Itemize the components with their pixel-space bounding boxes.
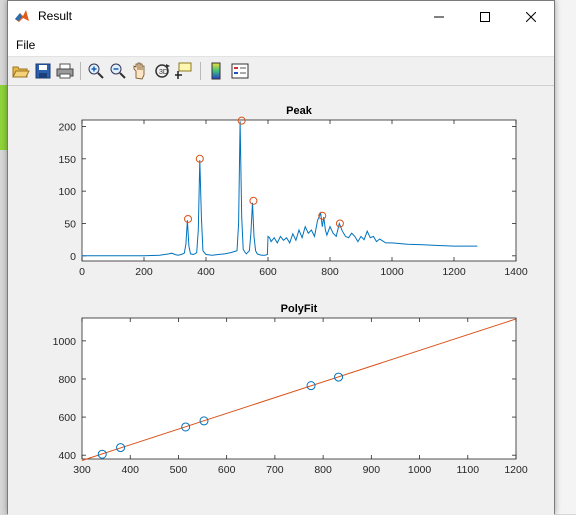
x-tick-label: 1100 <box>456 464 479 476</box>
peak-marker <box>184 214 193 223</box>
x-tick-label: 900 <box>363 464 381 476</box>
maximize-button[interactable] <box>462 1 508 32</box>
window-title: Result <box>38 9 73 23</box>
data-cursor-icon[interactable] <box>175 62 193 80</box>
x-tick-label: 1000 <box>408 464 432 476</box>
svg-text:3D: 3D <box>159 69 168 76</box>
y-tick-label: 50 <box>64 218 76 230</box>
chart-title: PolyFit <box>281 303 318 315</box>
figure-toolbar: 3D <box>8 57 554 86</box>
matlab-icon <box>15 10 29 22</box>
y-tick-label: 200 <box>58 121 76 133</box>
toolbar-separator <box>200 62 201 80</box>
close-icon <box>526 11 536 22</box>
data-point <box>306 381 316 391</box>
data-point <box>199 416 209 426</box>
y-tick-label: 600 <box>58 412 76 424</box>
x-tick-label: 0 <box>79 266 85 278</box>
polyfit-chart[interactable]: PolyFit 300 400 500 600 700 800 900 1000 1100 1200… <box>8 291 556 501</box>
save-icon[interactable] <box>34 62 52 80</box>
y-tick-label: 100 <box>58 186 76 198</box>
axes-box <box>81 119 517 262</box>
fit-line <box>81 318 517 461</box>
zoom-in-icon[interactable] <box>87 62 105 80</box>
result-window: Result File 3 <box>7 0 555 515</box>
close-button[interactable] <box>508 1 554 32</box>
title-bar[interactable]: Result <box>8 1 554 32</box>
y-tick-label: 1000 <box>53 336 77 348</box>
x-tick-label: 1000 <box>380 266 404 278</box>
x-tick-label: 1200 <box>504 464 528 476</box>
x-tick-label: 700 <box>266 464 284 476</box>
y-tick-label: 0 <box>70 251 76 263</box>
x-tick-label: 800 <box>314 464 332 476</box>
y-tick-label: 150 <box>58 154 76 166</box>
colorbar-icon[interactable] <box>207 62 225 80</box>
peak-chart[interactable]: Peak 0 200 400 600 800 1000 1200 1400 0 50 100 150 20… <box>8 86 556 286</box>
data-point <box>116 443 126 453</box>
zoom-out-icon[interactable] <box>109 62 127 80</box>
peak-marker <box>318 211 327 220</box>
x-tick-label: 600 <box>259 266 277 278</box>
axes-box <box>81 317 517 460</box>
data-point <box>181 422 191 432</box>
menu-file[interactable]: File <box>16 38 36 52</box>
x-tick-label: 600 <box>218 464 236 476</box>
spectrum-line <box>82 121 478 257</box>
background-green-band <box>0 85 8 150</box>
data-point <box>97 449 107 459</box>
menu-bar: File <box>8 32 554 57</box>
background-document-edge <box>554 0 576 514</box>
y-tick-label: 400 <box>58 450 76 462</box>
x-tick-label: 200 <box>135 266 153 278</box>
x-tick-label: 500 <box>170 464 188 476</box>
print-icon[interactable] <box>56 62 74 80</box>
chart-title: Peak <box>286 105 313 117</box>
toolbar-separator <box>80 62 81 80</box>
minimize-button[interactable] <box>416 1 462 32</box>
rotate-3d-icon[interactable]: 3D <box>153 62 171 80</box>
peak-marker <box>249 196 258 205</box>
minimize-icon <box>434 16 444 17</box>
figure-canvas: Peak 0 200 400 600 800 1000 1200 1400 0 50 100 150 20… <box>8 86 554 515</box>
x-tick-label: 800 <box>321 266 339 278</box>
peak-marker <box>335 219 344 228</box>
x-tick-label: 300 <box>73 464 91 476</box>
x-tick-label: 1400 <box>504 266 528 278</box>
legend-icon[interactable] <box>231 62 249 80</box>
peak-marker <box>195 154 204 163</box>
maximize-icon <box>480 11 490 22</box>
x-tick-label: 1200 <box>442 266 466 278</box>
x-tick-label: 400 <box>197 266 215 278</box>
pan-icon[interactable] <box>131 62 149 80</box>
open-icon[interactable] <box>12 62 30 80</box>
x-tick-label: 400 <box>121 464 139 476</box>
data-point <box>334 372 344 382</box>
peak-marker <box>237 116 246 125</box>
y-tick-label: 800 <box>58 374 76 386</box>
